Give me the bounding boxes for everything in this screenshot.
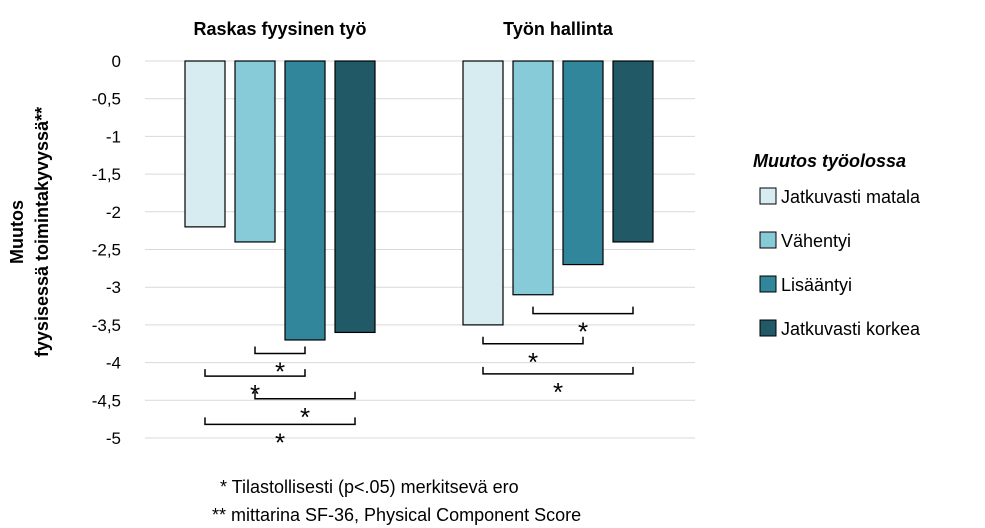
significance-star: * xyxy=(275,357,285,387)
bar xyxy=(512,60,554,296)
legend-swatch xyxy=(759,275,777,293)
group-title: Raskas fyysinen työ xyxy=(193,19,366,39)
significance-star: * xyxy=(275,427,285,457)
group-title: Työn hallinta xyxy=(503,19,614,39)
legend-swatch xyxy=(759,187,777,205)
significance-note: * Tilastollisesti (p<.05) merkitsevä ero xyxy=(220,477,519,497)
significance-star: * xyxy=(553,377,563,407)
significance-bracket xyxy=(482,366,634,375)
significance-bracket xyxy=(482,336,584,345)
y-tick-labels: 0 -0,5 -1 -1,5 -2 -2,5 -3 -3,5 -4 -4,5 -5 xyxy=(92,52,121,448)
legend-swatch xyxy=(759,319,777,337)
legend: Muutos työolossa Jatkuvasti matala Vähent… xyxy=(753,151,921,339)
y-tick-label: -3,5 xyxy=(92,316,121,335)
bar xyxy=(284,60,326,341)
legend-label: Jatkuvasti korkea xyxy=(781,319,921,339)
y-tick-label: -4,5 xyxy=(92,391,121,410)
measure-note: ** mittarina SF-36, Physical Component S… xyxy=(212,505,582,525)
y-tick-label: -2 xyxy=(106,203,121,222)
y-tick-label: 0 xyxy=(112,52,121,71)
significance-star: * xyxy=(528,347,538,377)
bar xyxy=(612,60,654,243)
bar xyxy=(462,60,504,326)
y-axis-label-line1: Muutos xyxy=(7,200,27,264)
legend-label: Jatkuvasti matala xyxy=(781,187,921,207)
significance-bracket xyxy=(204,369,306,377)
y-tick-label: -2,5 xyxy=(92,241,121,260)
y-tick-label: -0,5 xyxy=(92,90,121,109)
bar xyxy=(334,60,376,334)
significance-bracket xyxy=(204,417,356,426)
bar xyxy=(562,60,604,266)
significance-bracket xyxy=(532,306,634,315)
y-tick-label: -3 xyxy=(106,278,121,297)
significance-bracket xyxy=(254,346,306,355)
significance-star: * xyxy=(578,317,588,347)
legend-label: Vähentyi xyxy=(781,231,851,251)
bar xyxy=(184,60,226,228)
significance-brackets: ******* xyxy=(204,306,634,457)
legend-title: Muutos työolossa xyxy=(753,151,906,171)
y-tick-label: -1 xyxy=(106,127,121,146)
legend-label: Lisääntyi xyxy=(781,275,852,295)
legend-swatch xyxy=(759,231,777,249)
y-tick-label: -4 xyxy=(106,354,121,373)
bar xyxy=(234,60,276,243)
bars xyxy=(184,60,654,341)
y-axis-label-line2: fyysisessä toimintakyvyssä** xyxy=(32,107,52,357)
y-tick-label: -1,5 xyxy=(92,165,121,184)
significance-star: * xyxy=(300,402,310,432)
significance-bracket xyxy=(254,391,356,400)
group-titles: Raskas fyysinen työ Työn hallinta xyxy=(193,19,613,39)
y-tick-label: -5 xyxy=(106,429,121,448)
